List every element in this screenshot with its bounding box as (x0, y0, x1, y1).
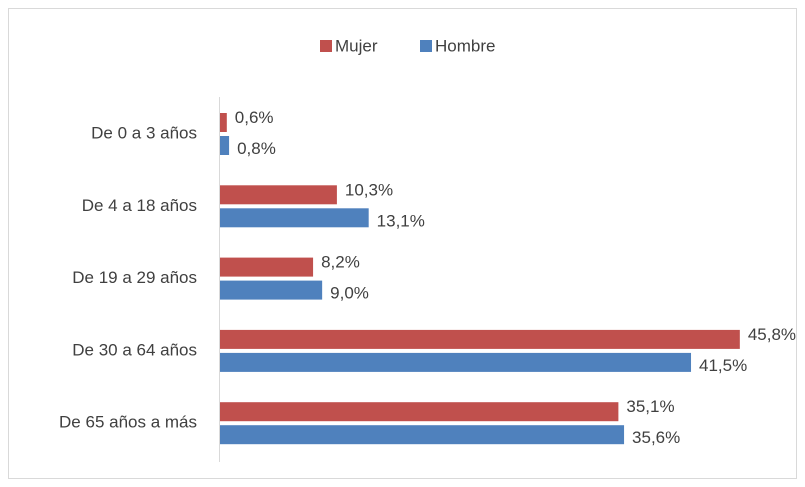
value-label: 8,2% (321, 253, 360, 272)
chart-border (8, 8, 797, 479)
category-label: De 4 a 18 años (82, 196, 197, 215)
value-label: 13,1% (377, 211, 425, 230)
bar (220, 352, 692, 372)
bar (220, 185, 337, 205)
legend-label: Mujer (335, 36, 378, 55)
bar (220, 208, 369, 228)
value-label: 9,0% (330, 284, 369, 303)
value-label: 10,3% (345, 180, 393, 199)
value-label: 45,8% (748, 325, 796, 344)
value-label: 0,6% (235, 108, 274, 127)
bar (220, 280, 323, 300)
value-label: 0,8% (237, 139, 276, 158)
category-label: De 19 a 29 años (72, 268, 197, 287)
bar (220, 329, 740, 349)
legend-swatch (420, 40, 432, 52)
bar (220, 425, 625, 445)
category-label: De 0 a 3 años (91, 123, 197, 142)
bar (220, 113, 227, 132)
bar (220, 136, 230, 155)
bar (220, 402, 619, 422)
category-label: De 65 años a más (59, 413, 197, 432)
legend-swatch (320, 40, 332, 52)
category-label: De 30 a 64 años (72, 340, 197, 359)
legend-label: Hombre (435, 36, 495, 55)
bar (220, 257, 314, 277)
value-label: 35,1% (626, 397, 674, 416)
value-label: 41,5% (699, 356, 747, 375)
value-label: 35,6% (632, 428, 680, 447)
